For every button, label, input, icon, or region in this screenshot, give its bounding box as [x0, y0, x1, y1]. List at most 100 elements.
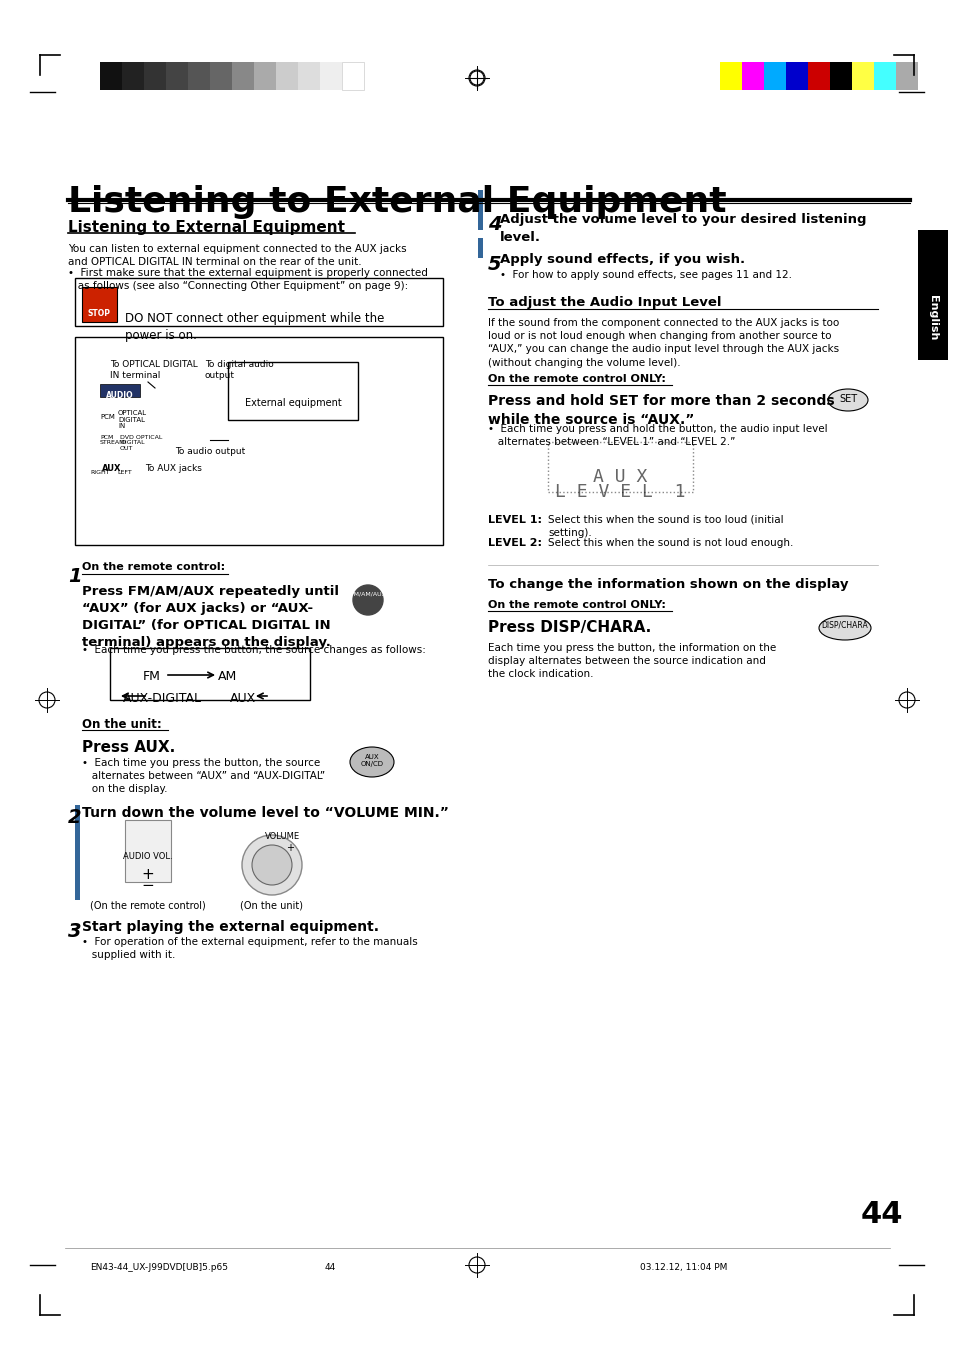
Text: −: − [141, 878, 154, 893]
Text: AUDIO: AUDIO [106, 391, 133, 400]
Bar [82, 287, 117, 322]
Bar [807, 62, 829, 91]
Text: Listening to External Equipment: Listening to External Equipment [68, 185, 726, 219]
Text: To digital audio
output: To digital audio output [205, 360, 274, 380]
Text: To OPTICAL DIGITAL
IN terminal: To OPTICAL DIGITAL IN terminal [110, 360, 197, 380]
Text: •  First make sure that the external equipment is properly connected
   as follo: • First make sure that the external equi… [68, 268, 428, 291]
Bar [75, 337, 442, 545]
Bar [228, 363, 357, 419]
Text: PCM
STREAM: PCM STREAM [100, 436, 126, 445]
Text: To adjust the Audio Input Level: To adjust the Audio Input Level [488, 296, 720, 308]
Text: On the remote control ONLY:: On the remote control ONLY: [488, 599, 665, 610]
Text: FM: FM [143, 670, 161, 683]
Text: 44: 44 [324, 1262, 335, 1272]
Bar [895, 62, 917, 91]
Ellipse shape [818, 616, 870, 640]
Text: Press DISP/CHARA.: Press DISP/CHARA. [488, 620, 651, 635]
Text: 5: 5 [488, 254, 501, 275]
Bar [110, 648, 310, 700]
Text: •  For how to apply sound effects, see pages 11 and 12.: • For how to apply sound effects, see pa… [499, 271, 791, 280]
Bar [873, 62, 895, 91]
Text: +: + [141, 867, 154, 882]
Bar [763, 62, 785, 91]
Text: +: + [286, 843, 294, 852]
Text: AUDIO VOL.: AUDIO VOL. [123, 852, 172, 861]
Bar [319, 62, 341, 91]
Bar [232, 62, 253, 91]
Text: PCM: PCM [100, 414, 114, 419]
Text: Turn down the volume level to “VOLUME MIN.”: Turn down the volume level to “VOLUME MI… [82, 806, 449, 820]
Circle shape [242, 835, 302, 894]
Text: STOP: STOP [88, 308, 111, 318]
Bar [75, 277, 442, 326]
Text: •  Each time you press the button, the source changes as follows:: • Each time you press the button, the so… [82, 645, 425, 655]
Bar [210, 62, 232, 91]
Text: 4: 4 [488, 215, 501, 234]
Bar [125, 820, 171, 882]
Bar [275, 62, 297, 91]
Text: LEVEL 2:: LEVEL 2: [488, 538, 541, 548]
Bar [829, 62, 851, 91]
Bar [144, 62, 166, 91]
Text: •  For operation of the external equipment, refer to the manuals
   supplied wit: • For operation of the external equipmen… [82, 938, 417, 961]
Text: RIGHT: RIGHT [91, 469, 110, 475]
Text: (On the unit): (On the unit) [240, 900, 303, 911]
Text: AM: AM [218, 670, 237, 683]
Text: L E V E L  1: L E V E L 1 [554, 483, 684, 501]
Bar [166, 62, 188, 91]
Text: To change the information shown on the display: To change the information shown on the d… [488, 578, 847, 591]
Bar [100, 62, 122, 91]
Text: Select this when the sound is too loud (initial
setting).: Select this when the sound is too loud (… [547, 515, 782, 538]
Text: To AUX jacks: To AUX jacks [145, 464, 202, 474]
Text: (On the remote control): (On the remote control) [90, 900, 206, 911]
Text: 03.12.12, 11:04 PM: 03.12.12, 11:04 PM [639, 1262, 726, 1272]
Bar [851, 62, 873, 91]
Circle shape [353, 584, 382, 616]
Text: VOLUME: VOLUME [265, 832, 300, 842]
Text: DISP/CHARA: DISP/CHARA [821, 621, 867, 630]
Text: Press and hold SET for more than 2 seconds
while the source is “AUX.”: Press and hold SET for more than 2 secon… [488, 394, 834, 428]
Text: AUX: AUX [230, 691, 255, 705]
Text: On the remote control ONLY:: On the remote control ONLY: [488, 373, 665, 384]
Bar [100, 384, 140, 396]
Bar [122, 62, 144, 91]
Text: •  Each time you press and hold the button, the audio input level
   alternates : • Each time you press and hold the butto… [488, 423, 827, 448]
Ellipse shape [827, 390, 867, 411]
Text: SET: SET [838, 394, 856, 405]
Bar [741, 62, 763, 91]
Circle shape [252, 846, 292, 885]
Text: 2: 2 [68, 808, 82, 827]
Text: FM/AM/AUX: FM/AM/AUX [350, 591, 386, 597]
Bar [75, 805, 80, 900]
Text: •  Each time you press the button, the source
   alternates between “AUX” and “A: • Each time you press the button, the so… [82, 758, 325, 794]
Bar [341, 62, 364, 91]
Text: Start playing the external equipment.: Start playing the external equipment. [82, 920, 378, 934]
Text: Listening to External Equipment: Listening to External Equipment [68, 221, 345, 235]
Text: 44: 44 [860, 1200, 902, 1229]
Bar [547, 442, 692, 492]
Text: Adjust the volume level to your desired listening
level.: Adjust the volume level to your desired … [499, 212, 865, 244]
Text: LEFT: LEFT [117, 469, 132, 475]
Text: DO NOT connect other equipment while the
power is on.: DO NOT connect other equipment while the… [125, 313, 384, 342]
Text: LEVEL 1:: LEVEL 1: [488, 515, 541, 525]
Bar [477, 238, 482, 258]
Bar [253, 62, 275, 91]
Bar [477, 189, 482, 230]
Text: To audio output: To audio output [174, 446, 245, 456]
Text: DVD OPTICAL
DIGITAL
OUT: DVD OPTICAL DIGITAL OUT [120, 436, 162, 451]
Text: OPTICAL
DIGITAL
IN: OPTICAL DIGITAL IN [118, 410, 147, 429]
Text: Each time you press the button, the information on the
display alternates betwee: Each time you press the button, the info… [488, 643, 776, 679]
Text: AUX: AUX [102, 464, 122, 474]
Bar [188, 62, 210, 91]
Bar [297, 62, 319, 91]
Ellipse shape [350, 747, 394, 777]
Text: 3: 3 [68, 921, 82, 940]
Text: If the sound from the component connected to the AUX jacks is too
loud or is not: If the sound from the component connecte… [488, 318, 839, 368]
Bar [785, 62, 807, 91]
Text: On the unit:: On the unit: [82, 718, 162, 731]
Text: Press AUX.: Press AUX. [82, 740, 175, 755]
Bar [720, 62, 741, 91]
Text: You can listen to external equipment connected to the AUX jacks
and OPTICAL DIGI: You can listen to external equipment con… [68, 244, 406, 267]
Text: External equipment: External equipment [244, 398, 341, 409]
Text: AUX
ON/CD: AUX ON/CD [360, 754, 383, 767]
